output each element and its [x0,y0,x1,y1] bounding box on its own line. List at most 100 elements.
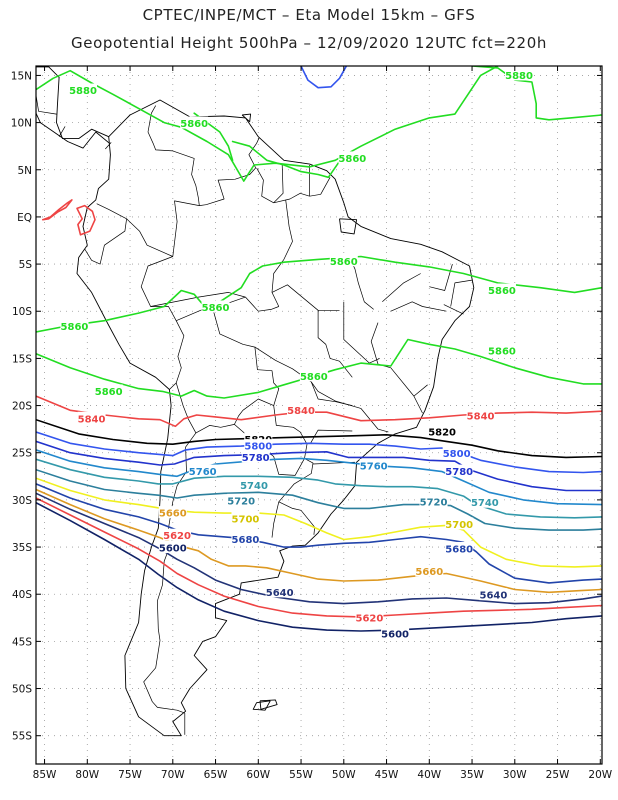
contour-label-bg [94,384,123,397]
border-line [147,105,207,206]
contour-label: 5740 [240,481,268,492]
contour-label-bg [227,493,256,506]
contour-label-bg [479,588,508,601]
y-tick-label: 5S [19,259,33,271]
x-tick-label: 30W [503,769,527,781]
contour-label: 5640 [266,588,294,599]
contour-label: 5720 [227,496,255,507]
axis-ticks: 85W 80W 75W 70W 65W 60W 55W 50W 45W 40W 35W 30W 25W 2… [11,66,613,781]
contour-line-closed [42,199,73,221]
contour-label: 5860 [488,286,516,297]
contour-label-bg [419,494,448,507]
contour-label: 5860 [202,303,230,314]
y-tick-label: 15S [12,353,32,365]
contour-label: 5760 [360,461,388,472]
contour-label-bg [180,116,209,129]
coastlines [36,66,475,737]
contour-label: 5860 [330,257,358,268]
contour-label: 5660 [159,509,187,520]
contour-label: 5860 [338,154,366,165]
contour-line-5780 [36,440,602,492]
contour-label: 5800 [244,442,272,453]
border-line [150,292,246,307]
x-tick-label: 50W [332,769,356,781]
y-tick-label: 25S [12,448,32,460]
contour-line-5720 [36,468,602,531]
border-line [140,256,177,321]
y-tick-label: 15N [11,70,32,82]
contour-label: 5620 [163,531,191,542]
contour-line-5680 [36,483,602,584]
contour-label: 5800 [443,449,471,460]
height-contours [36,66,602,632]
contour-label-bg [428,424,457,437]
border-line [271,199,293,293]
contour-line-5660 [36,488,602,594]
contour-label: 5720 [420,497,448,508]
contour-line-closed [300,66,348,89]
y-tick-label: 40S [12,589,32,601]
contour-label-bg [201,300,230,313]
contour-label: 5860 [180,119,208,130]
contour-label-bg [466,408,495,421]
border-line [443,304,464,315]
contour-label: 5600 [159,543,187,554]
border-line [84,218,127,265]
contour-label-bg [158,506,187,519]
contour-label-bg [241,450,270,463]
x-tick-label: 55W [289,769,313,781]
contour-label-bg [359,458,388,471]
contour-label: 5860 [95,387,123,398]
coastline [36,66,109,140]
border-line [105,142,112,150]
contour-label-bg [69,83,98,96]
y-tick-label: 45S [12,636,32,648]
contour-line-closed [76,204,96,236]
x-tick-label: 60W [246,769,270,781]
border-line [36,95,57,115]
contour-label: 5660 [415,567,443,578]
border-line [311,381,389,433]
chart-title-line-1: CPTEC/INPE/MCT – Eta Model 15km – GFS [142,6,476,24]
contour-label-bg [287,403,316,416]
contour-label-bg [265,585,294,598]
coastline [241,113,252,123]
contour-label: 5680 [445,544,473,555]
contour-label-bg [381,626,410,639]
border-line [143,382,197,714]
border-line [309,177,331,197]
contour-line-5740 [36,458,602,519]
coastline [36,113,110,149]
contour-label: 5780 [445,467,473,478]
y-tick-label: 20S [12,401,32,413]
contour-label: 5840 [78,414,106,425]
contour-line-5600 [36,501,602,632]
x-tick-label: 35W [460,769,484,781]
y-tick-label: 50S [12,684,32,696]
contour-label-bg [240,478,269,491]
border-line [343,301,380,364]
y-tick-label: 35S [12,542,32,554]
y-tick-label: EQ [17,212,32,224]
contour-label-bg [470,495,499,508]
contour-label: 5820 [428,427,456,438]
contour-label-bg [338,151,367,164]
contour-label-bg [60,319,89,332]
contour-label-bg [188,464,217,477]
border-line [195,398,274,434]
y-tick-label: 5N [17,165,32,177]
coastline [259,699,278,710]
border-line [169,320,185,390]
contour-label-bg [487,343,516,356]
border-line [58,126,66,137]
chart-title-line-2: Geopotential Height 500hPa – 12/09/2020 … [71,34,547,52]
contour-label-bg [355,610,384,623]
y-tick-label: 10S [12,306,32,318]
contour-label: 5740 [471,498,499,509]
border-line [172,200,200,257]
border-line [310,429,353,444]
contour-label: 5840 [287,406,315,417]
contour-label-bg [505,68,534,81]
contour-label-bg [445,464,474,477]
